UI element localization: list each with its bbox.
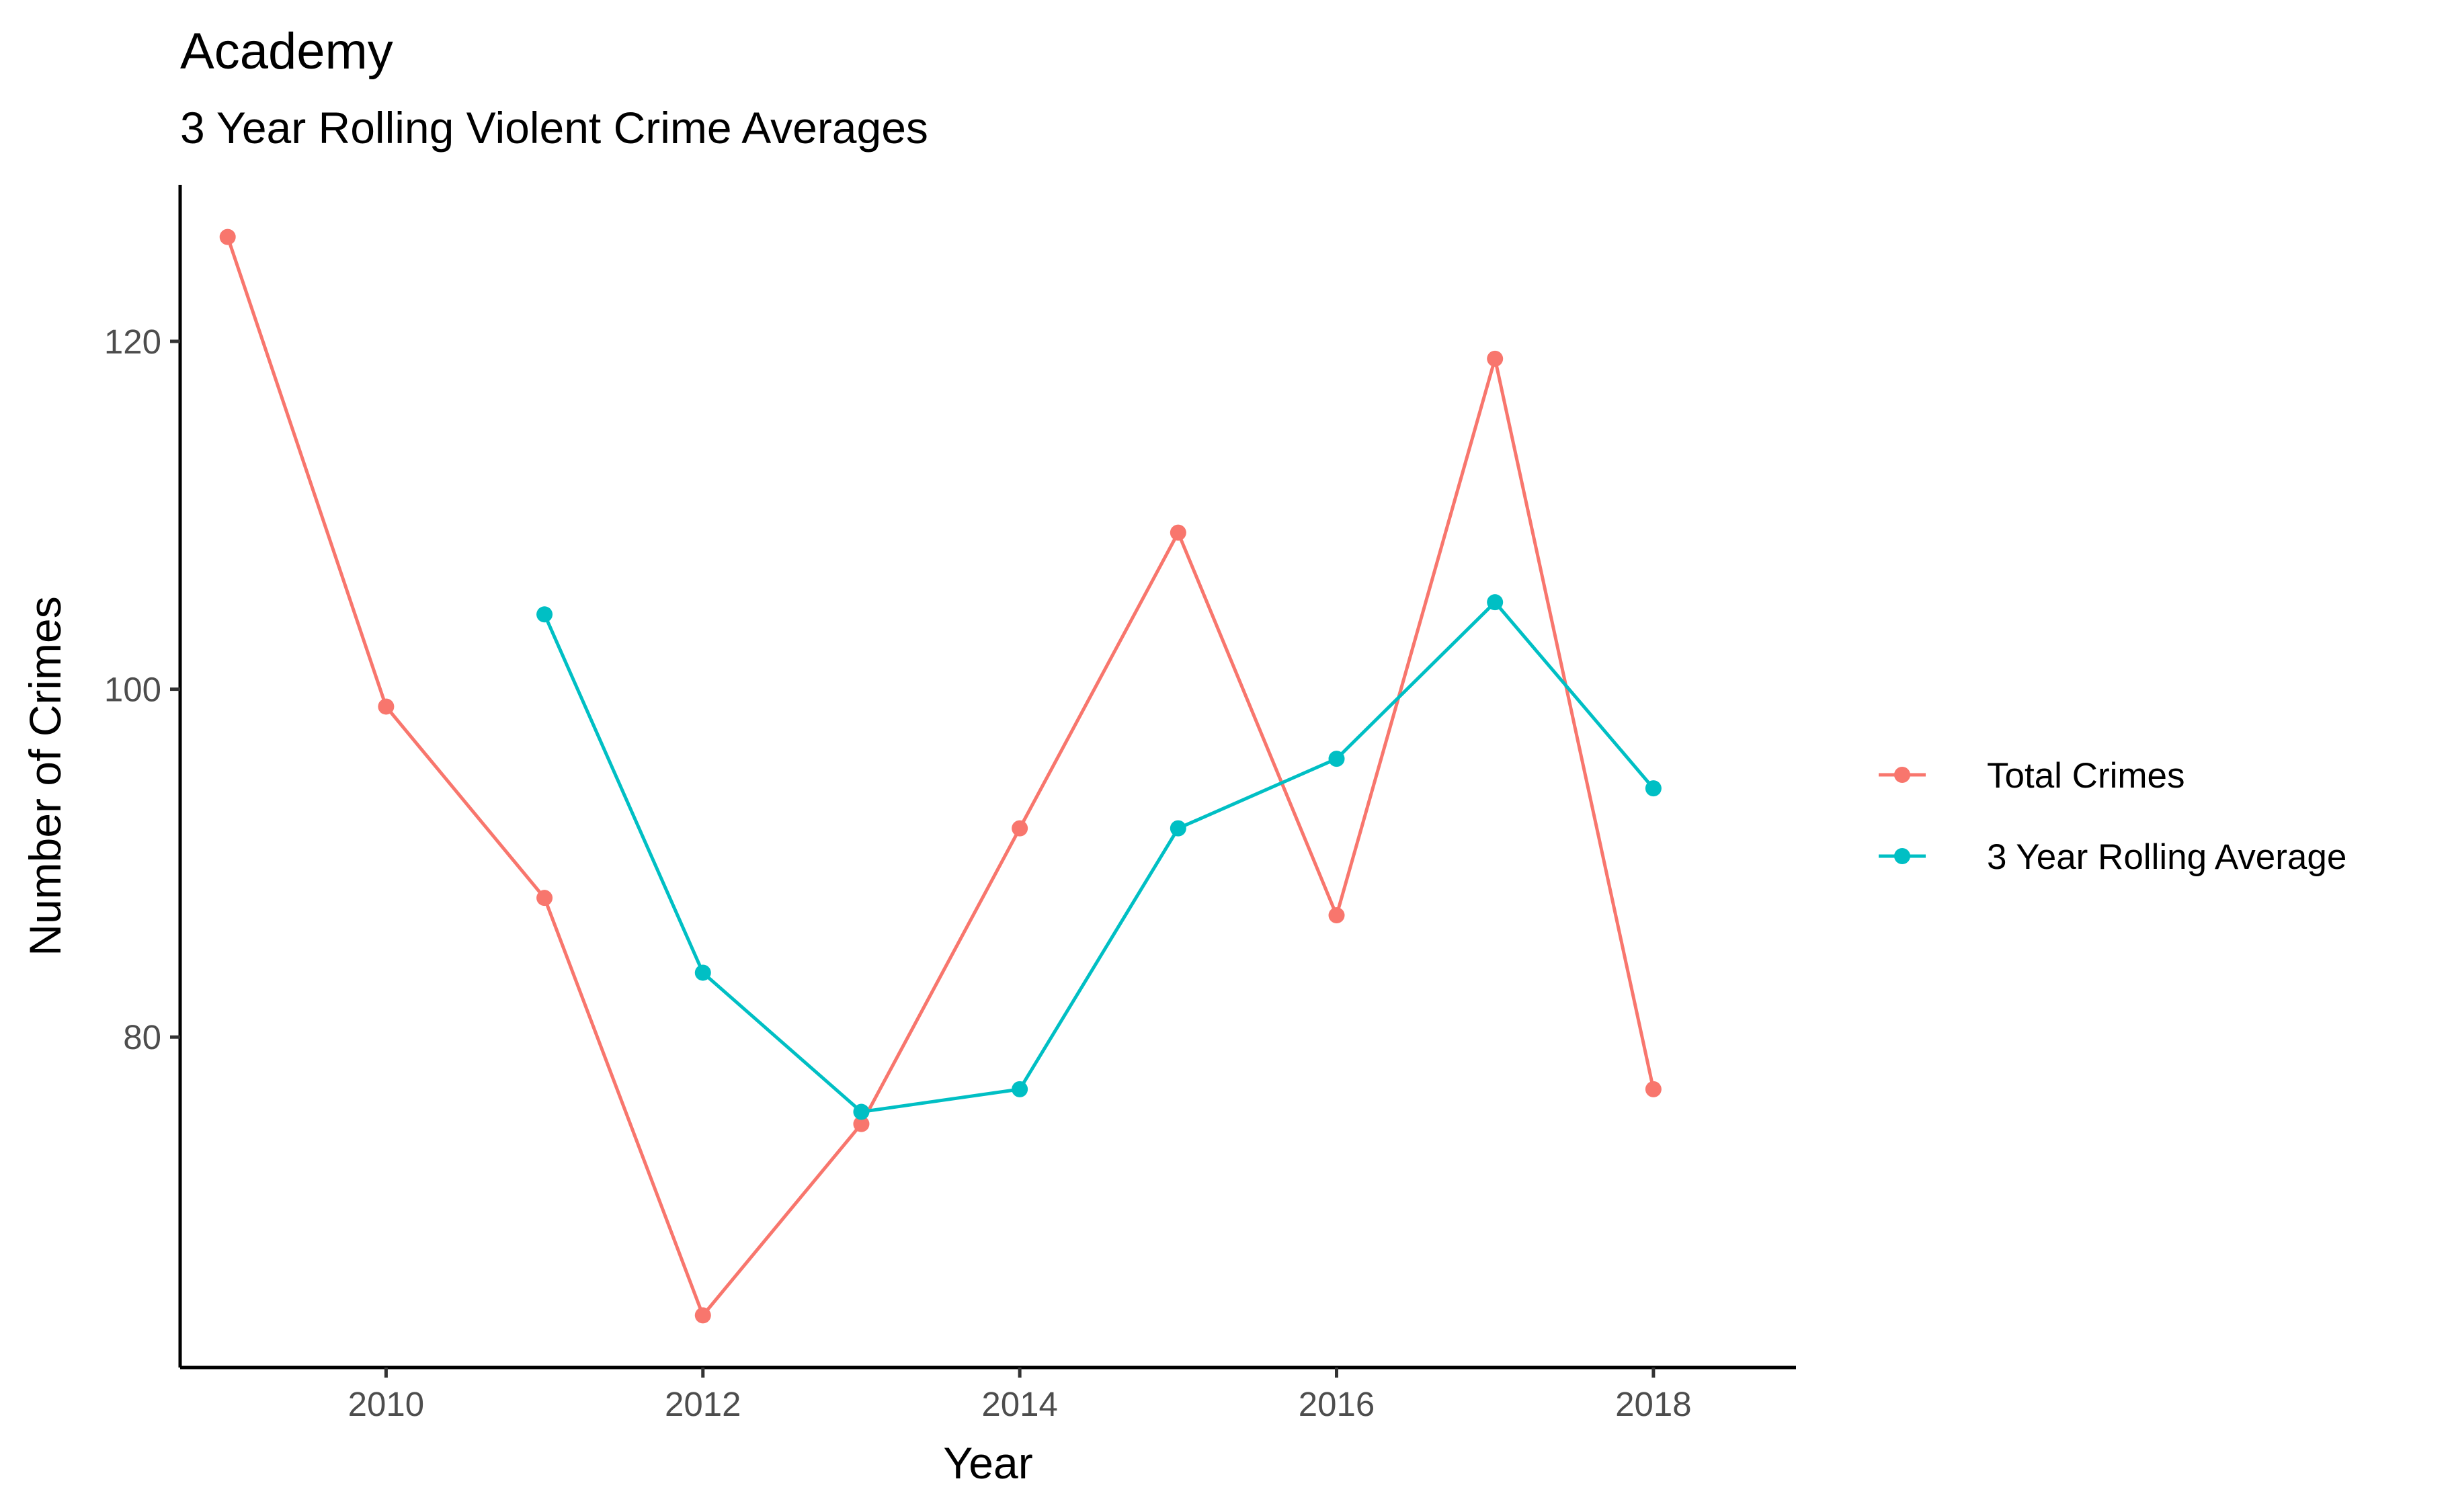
data-point-3-year-rolling-average <box>1487 594 1504 611</box>
y-ticks: 80 100 120 <box>104 323 180 1056</box>
data-point-3-year-rolling-average <box>1645 780 1662 797</box>
x-ticks: 2010 2012 2014 2016 2018 <box>348 1368 1692 1423</box>
axes <box>178 185 1796 1370</box>
legend-label-3-year-rolling-average: 3 Year Rolling Average <box>1987 837 2346 877</box>
data-point-total-crimes <box>853 1116 870 1132</box>
data-point-3-year-rolling-average <box>853 1103 870 1120</box>
x-tick-label: 2012 <box>665 1385 741 1423</box>
series-line-total-crimes <box>226 236 1656 1317</box>
data-point-total-crimes <box>1012 820 1028 837</box>
legend-key-point-total-crimes <box>1894 767 1910 783</box>
chart-title: Academy <box>180 23 393 80</box>
data-point-total-crimes <box>1645 1081 1662 1097</box>
x-axis-title: Year <box>943 1438 1032 1488</box>
data-point-3-year-rolling-average <box>1170 820 1186 837</box>
series-line-3-year-rolling-average <box>542 600 1655 1114</box>
y-tick-label: 120 <box>104 323 161 361</box>
data-point-3-year-rolling-average <box>536 606 553 623</box>
legend: Total Crimes 3 Year Rolling Average <box>1879 756 2346 877</box>
chart-subtitle: 3 Year Rolling Violent Crime Averages <box>180 103 928 153</box>
data-point-total-crimes <box>378 698 395 715</box>
data-point-3-year-rolling-average <box>694 964 711 981</box>
legend-label-total-crimes: Total Crimes <box>1987 756 2185 796</box>
data-point-total-crimes <box>219 228 236 245</box>
x-tick-label: 2018 <box>1615 1385 1691 1423</box>
y-tick-label: 80 <box>123 1018 161 1056</box>
data-point-total-crimes <box>1487 350 1504 367</box>
x-tick-label: 2014 <box>981 1385 1057 1423</box>
data-point-total-crimes <box>1170 524 1186 541</box>
data-point-total-crimes <box>1328 907 1345 924</box>
data-point-total-crimes <box>694 1307 711 1324</box>
data-point-total-crimes <box>536 890 553 907</box>
data-point-3-year-rolling-average <box>1328 751 1345 767</box>
data-point-3-year-rolling-average <box>1012 1081 1028 1097</box>
x-tick-label: 2010 <box>348 1385 424 1423</box>
y-tick-label: 100 <box>104 671 161 709</box>
y-axis-title: Number of Crimes <box>20 596 70 956</box>
legend-key-point-3-year-rolling-average <box>1894 848 1910 864</box>
series-layer <box>219 228 1662 1324</box>
x-tick-label: 2016 <box>1299 1385 1375 1423</box>
